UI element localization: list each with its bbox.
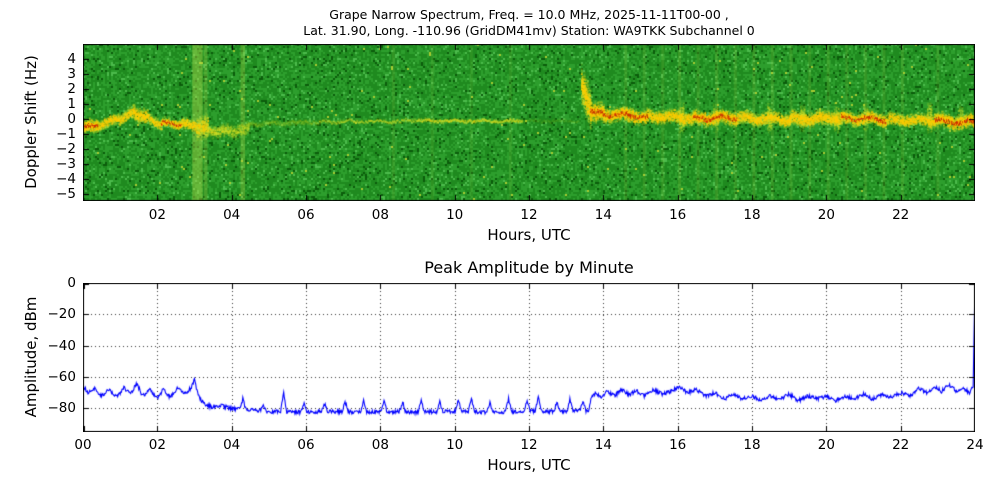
spectrogram-ytick-label: −2 [56, 140, 76, 157]
amplitude-xtick-label: 24 [966, 437, 984, 453]
amplitude-xtick-label: 18 [743, 437, 761, 453]
amplitude-ytick-label: −80 [47, 400, 77, 417]
amplitude-ytick-label: −60 [47, 369, 77, 386]
spectrogram-xtick-label: 16 [669, 207, 687, 223]
amplitude-xtick-label: 06 [297, 437, 315, 453]
amplitude-ytick-label: 0 [67, 275, 76, 291]
spectrogram-xtick-label: 22 [892, 207, 910, 223]
spectrogram-xtick-label: 06 [297, 207, 315, 223]
spectrogram-ytick-label: −4 [56, 170, 76, 187]
amplitude-xtick-label: 04 [223, 437, 241, 453]
amplitude-xtick-label: 16 [669, 437, 687, 453]
spectrogram-ytick-label: 1 [67, 95, 76, 112]
spectrogram-xlabel: Hours, UTC [487, 226, 571, 244]
spectrogram-ytick-label: −1 [56, 125, 76, 142]
amplitude-title: Peak Amplitude by Minute [424, 258, 634, 277]
spectrogram-title-line2: Lat. 31.90, Long. -110.96 (GridDM41mv) S… [303, 23, 755, 38]
spectrogram-ytick-label: 4 [67, 50, 76, 67]
spectrogram-xtick-label: 04 [223, 207, 241, 223]
amplitude-xtick-label: 02 [148, 437, 166, 453]
spectrogram-xtick-label: 10 [446, 207, 464, 223]
spectrogram-title-line1: Grape Narrow Spectrum, Freq. = 10.0 MHz,… [329, 7, 729, 22]
spectrogram-xtick-label: 18 [743, 207, 761, 223]
amplitude-xtick-label: 10 [446, 437, 464, 453]
amplitude-xtick-label: 00 [74, 437, 92, 453]
spectrogram-ytick-label: 0 [67, 110, 76, 127]
spectrogram-xtick-label: 02 [148, 207, 166, 223]
amplitude-xtick-label: 08 [371, 437, 389, 453]
spectrogram-xtick-label: 12 [520, 207, 538, 223]
spectrogram-ytick-label: 2 [67, 80, 76, 97]
amplitude-ytick-label: −20 [47, 306, 77, 323]
amplitude-xtick-label: 14 [594, 437, 612, 453]
spectrogram-ytick-label: −3 [56, 155, 76, 172]
amplitude-xlabel: Hours, UTC [487, 456, 571, 474]
amplitude-line-chart [83, 283, 975, 432]
spectrogram-xtick-label: 14 [594, 207, 612, 223]
spectrogram-heatmap [83, 44, 975, 201]
amplitude-ylabel: Amplitude, dBm [22, 296, 40, 418]
spectrogram-xtick-label: 08 [371, 207, 389, 223]
amplitude-xtick-label: 20 [817, 437, 835, 453]
amplitude-ytick-label: −40 [47, 337, 77, 354]
amplitude-xtick-label: 12 [520, 437, 538, 453]
amplitude-xtick-label: 22 [892, 437, 910, 453]
spectrogram-ytick-label: 3 [67, 65, 76, 82]
spectrogram-xtick-label: 20 [817, 207, 835, 223]
spectrogram-ytick-label: −5 [56, 185, 76, 202]
spectrogram-ylabel: Doppler Shift (Hz) [22, 55, 40, 189]
